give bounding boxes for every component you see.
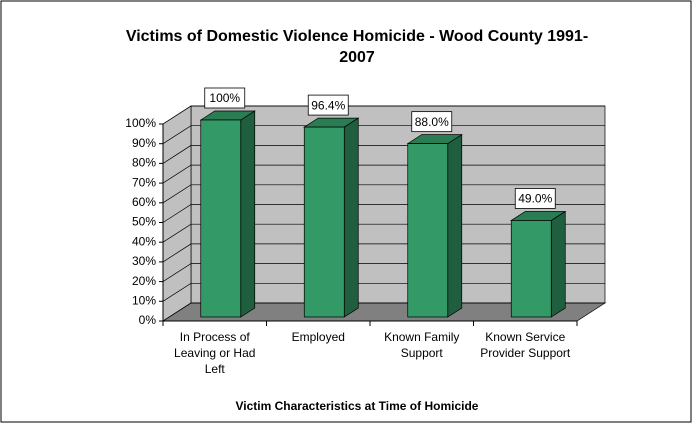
y-tick-label: 90%: [132, 136, 156, 150]
bar: [510, 220, 552, 318]
grid-line: [162, 263, 605, 282]
grid-line: [162, 145, 605, 164]
grid-line: [162, 184, 605, 204]
y-tick-label: 50%: [132, 215, 156, 229]
y-tick-label: 10%: [132, 293, 156, 307]
y-tick-label: 80%: [132, 156, 156, 170]
value-label: 88.0%: [411, 111, 453, 133]
bar-side: [447, 133, 463, 318]
value-label-text: 88.0%: [415, 115, 449, 129]
grid-line: [162, 223, 605, 243]
grid-line: [162, 204, 605, 223]
grid-line: [162, 164, 605, 184]
bar: [303, 126, 345, 318]
grid-line: [162, 105, 605, 125]
y-tick-label: 100%: [125, 116, 156, 130]
chart-title: Victims of Domestic Violence Homicide - …: [125, 28, 589, 66]
value-label-box: [514, 188, 556, 209]
x-tick-label: Employed: [291, 330, 345, 344]
y-tick-label: 40%: [132, 234, 156, 248]
y-tick-label: 20%: [132, 274, 156, 288]
value-label-box: [411, 111, 453, 133]
value-label-text: 100%: [209, 91, 240, 105]
y-tick-label: 0%: [139, 313, 157, 327]
x-tick-label: In Process of Leaving or Had Left: [174, 330, 256, 376]
x-axis-label: Victim Characteristics at Time of Homici…: [235, 399, 479, 413]
bar-side: [343, 117, 359, 318]
value-label: 96.4%: [307, 94, 349, 116]
bar: [407, 143, 449, 318]
x-tick-label: Known Service Provider Support: [480, 330, 571, 360]
grid-line: [162, 125, 605, 144]
bar-side: [550, 210, 566, 318]
bar: [200, 119, 242, 318]
x-tick-label: Known Family Support: [384, 330, 460, 360]
grid-line: [162, 243, 605, 263]
y-tick-label: 70%: [132, 175, 156, 189]
grid-line: [162, 282, 605, 302]
grid-line: [162, 302, 605, 322]
value-label-box: [307, 94, 349, 116]
value-label-text: 49.0%: [518, 192, 552, 206]
value-label-box: [204, 87, 246, 109]
bar-side: [240, 110, 256, 318]
value-label: 100%: [204, 87, 246, 109]
value-label: 49.0%: [514, 188, 556, 209]
y-tick-label: 60%: [132, 195, 156, 209]
value-label-text: 96.4%: [311, 98, 345, 112]
y-tick-label: 30%: [132, 254, 156, 268]
